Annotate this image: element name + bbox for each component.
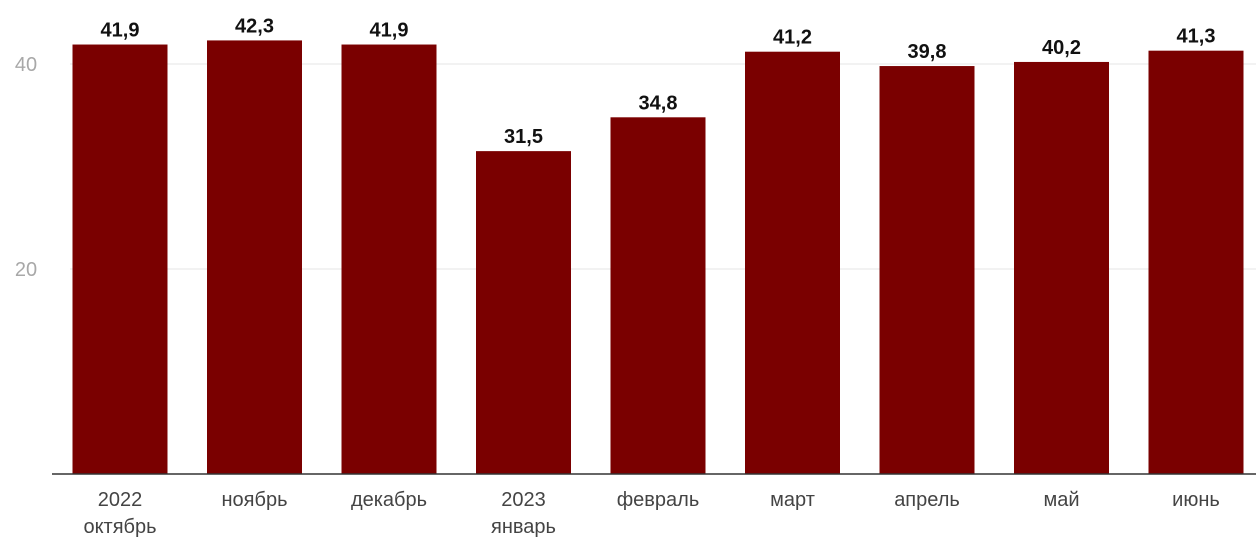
bar	[341, 44, 437, 475]
x-tick-label: февраль	[617, 489, 700, 511]
x-tick-label-line: май	[1043, 489, 1079, 511]
data-label: 41,9	[370, 20, 409, 42]
x-tick-label: 2023 январь	[491, 489, 556, 538]
bar	[1014, 61, 1109, 474]
y-tick-label: 20	[15, 259, 37, 281]
x-tick-label: июнь	[1172, 489, 1220, 511]
x-tick-label: апрель	[894, 489, 960, 511]
x-tick-label-line: апрель	[894, 489, 960, 511]
x-tick-label-line: декабрь	[351, 489, 427, 511]
data-label: 34,8	[639, 92, 678, 114]
x-tick-label: ноябрь	[222, 489, 288, 511]
data-label: 31,5	[504, 126, 543, 148]
bar	[476, 151, 571, 474]
data-label: 41,9	[101, 20, 140, 42]
x-tick-label-line: июнь	[1172, 489, 1220, 511]
x-tick-label: 2022 октябрь	[83, 489, 156, 538]
data-label: 41,3	[1177, 26, 1216, 48]
x-tick-label-line: ноябрь	[222, 489, 288, 511]
data-label: 42,3	[235, 15, 274, 37]
x-tick-label-line: 2022	[98, 489, 143, 511]
bar	[610, 117, 706, 475]
bar	[879, 66, 975, 475]
x-axis: 2022 октябрь ноябрь декабрь 2023 январь феврал…	[52, 473, 1256, 538]
x-tick-label-line: январь	[491, 516, 556, 538]
data-label: 40,2	[1042, 37, 1081, 59]
bar	[207, 40, 302, 475]
data-label: 41,2	[773, 27, 812, 49]
bars	[72, 40, 1244, 475]
x-tick-label-line: февраль	[617, 489, 700, 511]
x-tick-label-line: 2023	[501, 489, 546, 511]
y-tick-label: 40	[15, 54, 37, 76]
x-tick-label-line: март	[770, 489, 815, 511]
bar	[745, 51, 840, 474]
x-tick-label: май	[1043, 489, 1079, 511]
data-label: 39,8	[908, 41, 947, 63]
bar	[1148, 50, 1244, 475]
x-tick-label: март	[770, 489, 815, 511]
x-tick-label-line: октябрь	[83, 516, 156, 538]
x-tick-label: декабрь	[351, 489, 427, 511]
data-labels: 41,9 42,3 41,9 31,5 34,8 41,2 39,8 40,2 41,3	[101, 15, 1216, 148]
bar	[72, 44, 168, 475]
